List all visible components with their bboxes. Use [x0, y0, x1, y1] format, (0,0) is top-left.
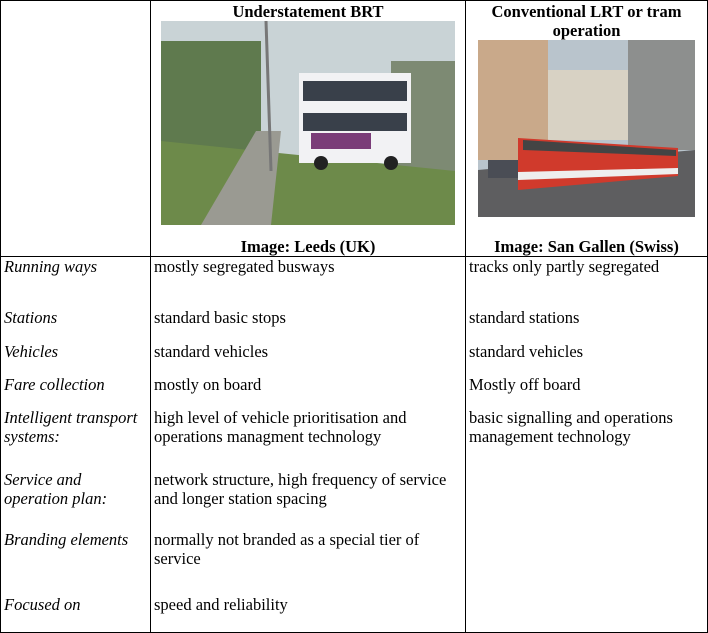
row-label: Vehicles	[0, 342, 151, 375]
row-label: Service and operation plan:	[0, 470, 151, 530]
header-row: Understatement BRT Image: Leeds (UK) Con…	[0, 0, 708, 257]
row-label: Branding elements	[0, 530, 151, 595]
cell-text: normally not branded as a special tier o…	[150, 530, 466, 595]
cell-text: standard vehicles	[150, 342, 466, 375]
header-empty	[0, 0, 151, 257]
cell-text: mostly segregated busways	[150, 256, 466, 308]
image-caption: Image: San Gallen (Swiss)	[494, 237, 679, 256]
cell-text: standard basic stops	[150, 308, 466, 342]
column-title: Conventional LRT or tram operation	[491, 2, 682, 40]
empty-cell	[465, 530, 708, 595]
cell-text: basic signalling and operations manageme…	[465, 408, 708, 470]
table-row: Running ways mostly segregated busways tra…	[0, 256, 708, 308]
table-row: Stations standard basic stops standard sta…	[0, 308, 708, 342]
cell-text: tracks only partly segregated	[465, 256, 708, 308]
row-label: Fare collection	[0, 375, 151, 408]
image-caption: Image: Leeds (UK)	[240, 237, 376, 256]
column-title: Understatement BRT	[232, 2, 384, 21]
row-label: Focused on	[0, 595, 151, 633]
empty-cell	[465, 595, 708, 633]
table-row: Vehicles standard vehicles standard vehicl…	[0, 342, 708, 375]
empty-cell	[465, 470, 708, 530]
cell-text: standard vehicles	[465, 342, 708, 375]
photo-leeds	[161, 21, 455, 225]
table-row: Intelligent transport systems: high level…	[0, 408, 708, 470]
table-row: Service and operation plan: network struc…	[0, 470, 708, 530]
cell-text: high level of vehicle prioritisation and…	[150, 408, 466, 470]
photo-san-gallen	[478, 40, 695, 217]
header-cell: Conventional LRT or tram operation Image…	[465, 0, 708, 257]
table-row: Fare collection mostly on board Mostly off…	[0, 375, 708, 408]
cell-text: Mostly off board	[465, 375, 708, 408]
cell-text: speed and reliability	[150, 595, 466, 633]
table-row: Branding elements normally not branded as…	[0, 530, 708, 595]
row-label: Running ways	[0, 256, 151, 308]
cell-text: mostly on board	[150, 375, 466, 408]
cell-text: standard stations	[465, 308, 708, 342]
header-cell: Understatement BRT Image: Leeds (UK)	[150, 0, 466, 257]
cell-text: network structure, high frequency of ser…	[150, 470, 466, 530]
row-label: Stations	[0, 308, 151, 342]
table-row: Focused on speed and reliability	[0, 595, 708, 633]
row-label: Intelligent transport systems:	[0, 408, 151, 470]
